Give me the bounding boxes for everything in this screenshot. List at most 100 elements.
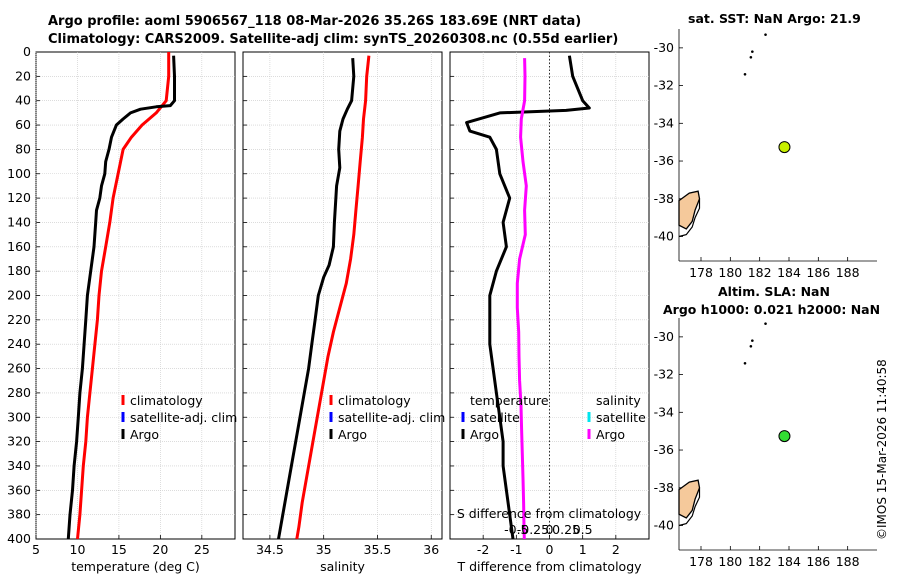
depth-tick-label: 60: [15, 117, 31, 132]
depth-tick-label: 360: [7, 482, 31, 497]
depth-tick-label: 20: [15, 68, 31, 83]
map_sst-ytick-label: -38: [654, 191, 674, 206]
depth-tick-label: 180: [7, 263, 31, 278]
difference-xtick-label: 2: [612, 542, 620, 557]
map_sst-land: [678, 190, 701, 230]
map_sla-xtick-label: 178: [689, 554, 713, 569]
map_sst-xtick-label: 188: [836, 265, 860, 280]
depth-tick-label: 80: [15, 141, 31, 156]
difference-series-t-difference-argo: [465, 55, 591, 540]
climatology-title: Climatology: CARS2009. Satellite-adj cli…: [48, 32, 619, 47]
depth-tick-label: 160: [7, 239, 31, 254]
difference-s-legend-label: satellite: [596, 410, 646, 425]
map_sst-ytick-label: -40: [654, 228, 674, 243]
difference-xtick-label: 0: [546, 542, 554, 557]
map_sla-island: [764, 322, 767, 325]
map-sst-title: sat. SST: NaN Argo: 21.9: [688, 11, 861, 26]
profile-title: Argo profile: aoml 5906567_118 08-Mar-20…: [48, 14, 582, 29]
map_sst-island: [764, 33, 767, 36]
temperature-legend-label: Argo: [130, 427, 159, 442]
temperature-xtick-label: 25: [194, 542, 210, 557]
depth-tick-label: 200: [7, 288, 31, 303]
difference-t-legend-label: satellite: [470, 410, 520, 425]
depth-tick-label: 280: [7, 385, 31, 400]
depth-tick-label: 300: [7, 409, 31, 424]
map_sla-ytick-label: -30: [654, 329, 674, 344]
difference-xlabel: T difference from climatology: [456, 559, 642, 574]
map_sst-xtick-label: 184: [777, 265, 801, 280]
depth-tick-label: 100: [7, 166, 31, 181]
depth-tick-label: 240: [7, 336, 31, 351]
depth-tick-label: 340: [7, 458, 31, 473]
map_sla-land: [678, 479, 701, 519]
map_sst-area: [679, 29, 877, 261]
difference-s-legend-label: Argo: [596, 427, 625, 442]
map_sst-xtick-label: 180: [718, 265, 742, 280]
depth-tick-label: 380: [7, 507, 31, 522]
map-sla-title: Altim. SLA: NaN: [718, 284, 830, 299]
map_sla-island: [751, 339, 754, 342]
map_sst-ytick-label: -34: [654, 115, 674, 130]
map_sla-ytick-label: -38: [654, 480, 674, 495]
depth-tick-label: 140: [7, 214, 31, 229]
map_sst-island: [743, 72, 747, 76]
map_sst-xtick-label: 182: [748, 265, 772, 280]
map_sla-xtick-label: 184: [777, 554, 801, 569]
salinity-legend-label: climatology: [338, 393, 411, 408]
depth-tick-label: 320: [7, 434, 31, 449]
salinity-xtick-label: 35: [316, 542, 332, 557]
map_sst-ytick-label: -30: [654, 40, 674, 55]
map_sla-coastline: [678, 487, 701, 527]
salinity-xtick-label: 34.5: [256, 542, 284, 557]
difference-s-tick-label: 0: [546, 522, 554, 537]
map_sla-island: [749, 344, 753, 348]
depth-tick-label: 40: [15, 93, 31, 108]
temperature-series-argo: [66, 55, 176, 540]
temperature-xtick-label: 15: [111, 542, 127, 557]
depth-tick-label: 220: [7, 312, 31, 327]
difference-xtick-label: -1: [510, 542, 522, 557]
difference-xtick-label: 1: [579, 542, 587, 557]
map_sla-ytick-label: -36: [654, 442, 674, 457]
map_sst-xtick-label: 186: [806, 265, 830, 280]
map_sla-xtick-label: 180: [718, 554, 742, 569]
difference-s-axis-label: S difference from climatology: [457, 506, 642, 521]
imos-credit: ©IMOS 15-Mar-2026 11:40:58: [875, 359, 889, 540]
map_sla-ytick-label: -32: [654, 367, 674, 382]
map_sst-ytick-label: -32: [654, 78, 674, 93]
map_sla-xtick-label: 182: [748, 554, 772, 569]
map_sla-xtick-label: 186: [806, 554, 830, 569]
salinity-legend-label: satellite-adj. clim: [338, 410, 445, 425]
difference-s-tick-label: 0.25: [552, 522, 580, 537]
difference-s-tick-label: 0.5: [573, 522, 593, 537]
depth-tick-label: 260: [7, 361, 31, 376]
map_sst-ytick-label: -36: [654, 153, 674, 168]
map_sla-argo-marker: [778, 430, 791, 443]
temperature-legend-label: satellite-adj. clim: [130, 410, 237, 425]
map_sla-area: [679, 318, 877, 550]
depth-tick-label: 120: [7, 190, 31, 205]
salinity-xlabel: salinity: [320, 559, 365, 574]
map_sla-ytick-label: -40: [654, 517, 674, 532]
salinity-series-climatology: [295, 55, 371, 540]
temperature-xtick-label: 5: [32, 542, 40, 557]
salinity-series-argo: [277, 58, 356, 540]
difference-xtick-label: -2: [477, 542, 489, 557]
temperature-legend-label: climatology: [130, 393, 203, 408]
temperature-axes: [35, 51, 236, 540]
temperature-series-climatology: [76, 52, 171, 540]
depth-tick-label: 0: [23, 44, 31, 59]
difference-t-legend-label: Argo: [470, 427, 499, 442]
map-sla-subtitle: Argo h1000: 0.021 h2000: NaN: [663, 302, 881, 317]
difference-legend-t-title: temperature: [470, 393, 549, 408]
difference-series-s-difference-argo: [515, 58, 528, 540]
map_sla-xtick-label: 188: [836, 554, 860, 569]
map_sst-island: [751, 50, 754, 53]
map_sst-coastline: [678, 198, 701, 238]
map_sla-island: [743, 361, 747, 365]
temperature-xlabel: temperature (deg C): [71, 559, 200, 574]
depth-tick-label: 400: [7, 531, 31, 546]
map_sst-argo-marker: [778, 141, 791, 154]
temperature-xtick-label: 10: [70, 542, 86, 557]
